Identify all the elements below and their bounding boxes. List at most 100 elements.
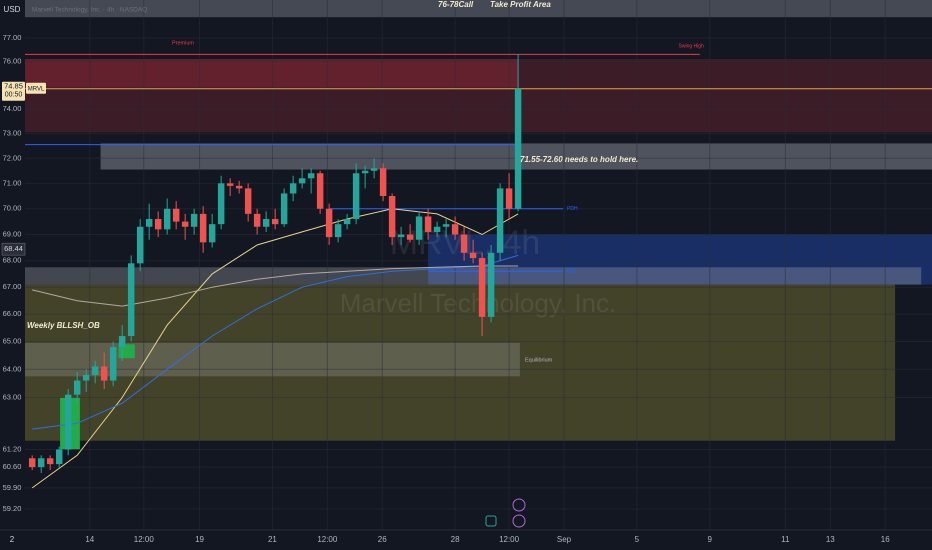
y-tick-label: 67.00 <box>3 282 22 291</box>
candle-body <box>199 213 207 243</box>
candle-body <box>280 193 288 225</box>
candle-body <box>37 458 45 468</box>
candle-body <box>370 168 378 171</box>
candle-body <box>136 226 144 264</box>
candles <box>28 54 522 474</box>
x-tick-label: 19 <box>195 535 204 544</box>
x-tick-label: 16 <box>881 535 890 544</box>
candle-body <box>253 213 261 227</box>
time-axis <box>0 530 932 550</box>
candle-body <box>262 219 270 227</box>
y-tick-label: 76.00 <box>3 56 22 65</box>
x-tick-label: 21 <box>268 535 277 544</box>
icon <box>485 515 497 527</box>
candle-body <box>28 458 36 468</box>
last-price-box <box>2 81 25 101</box>
candle-body <box>190 213 198 227</box>
candle-body <box>208 224 216 243</box>
annotation: 76-78Call <box>438 0 474 9</box>
y-tick-label: 59.90 <box>3 483 22 492</box>
y-tick-label: 65.00 <box>3 337 22 346</box>
x-tick-label: 11 <box>781 535 790 544</box>
candle-body <box>109 347 117 381</box>
candle-body <box>514 88 522 209</box>
x-tick-label: 28 <box>451 535 460 544</box>
candle-body <box>181 221 189 227</box>
x-axis: 14 12:00 19 21 12:00 26 28 12:00 Sep 5 9 11 13 16 <box>85 535 890 544</box>
candle-body <box>118 336 126 348</box>
candle-body <box>298 178 306 184</box>
y-tick-label: 63.00 <box>3 393 22 402</box>
y-tick-label: 70.00 <box>3 204 22 213</box>
candle-body <box>325 208 333 238</box>
candle-body <box>316 173 324 209</box>
zone <box>25 0 932 18</box>
annotation: Marvell Technology, Inc. · 4h · NASDAQ <box>32 7 147 14</box>
x-tick-label: 14 <box>85 535 94 544</box>
marker-price: 68.44 <box>4 244 23 253</box>
moving-averages <box>31 208 519 489</box>
candle-body <box>361 170 369 174</box>
zone <box>25 267 922 285</box>
candle-body <box>415 216 423 240</box>
annotation: Take Profit Area <box>490 0 551 9</box>
y-tick-label: 71.00 <box>3 178 22 187</box>
y-tick-label: 72.00 <box>3 153 22 162</box>
x-tick-label: 5 <box>635 535 640 544</box>
candle-body <box>82 374 90 381</box>
candle-body <box>271 219 279 225</box>
zone <box>25 284 896 441</box>
candle-body <box>388 196 396 238</box>
candle-body <box>172 208 180 222</box>
icons <box>485 498 526 528</box>
countdown: 00:50 <box>5 92 23 99</box>
annotation: 71.55-72.60 needs to hold here. <box>520 155 638 164</box>
candle-body <box>55 449 63 465</box>
marker-price-box <box>1 242 26 256</box>
candle-body <box>334 224 342 238</box>
x-tick-label: 12:00 <box>317 535 338 544</box>
x-tick-label: 9 <box>708 535 713 544</box>
annotations: Marvell Technology, Inc. · 4h · NASDAQ 76… <box>26 0 638 363</box>
candle-body <box>397 234 405 238</box>
level-label: Swing High <box>679 44 705 50</box>
candle-body <box>244 188 252 214</box>
zone <box>25 59 932 133</box>
zone <box>25 59 519 88</box>
y-tick-label: 74.00 <box>3 104 22 113</box>
candle-body <box>505 188 513 209</box>
candle-body <box>487 252 495 317</box>
candle-body <box>424 216 432 232</box>
annotation: Weekly BLLSH_OB <box>27 321 100 330</box>
x-tick-label: 12:00 <box>499 535 520 544</box>
candle-body <box>46 458 54 465</box>
candle-body <box>379 168 387 197</box>
candle-body <box>154 219 162 230</box>
last-price: 74.85 <box>4 82 23 91</box>
candle-body <box>235 185 243 189</box>
candle-body <box>442 224 450 227</box>
candle-body <box>460 234 468 253</box>
y-tick-label: 69.00 <box>3 230 22 239</box>
x-tick-label: 13 <box>826 535 835 544</box>
candle-body <box>478 258 486 317</box>
annotation: Equilibrium <box>525 357 553 363</box>
candle-body <box>217 183 225 225</box>
candle-body <box>73 380 81 395</box>
y-tick-label: 77.00 <box>3 33 22 42</box>
moving-average <box>32 254 519 430</box>
level-label: PDL <box>567 269 577 275</box>
candle-body <box>163 208 171 230</box>
y-tick-label: 59.20 <box>3 504 22 513</box>
moving-average <box>32 265 519 307</box>
x-tick-label: 12:00 <box>134 535 155 544</box>
candle-body <box>496 188 504 253</box>
icon <box>512 498 526 512</box>
y-tick-label: 68.00 <box>3 256 22 265</box>
y-tick-label: 61.20 <box>3 444 22 453</box>
zone <box>428 234 932 285</box>
candle-body <box>469 252 477 259</box>
levels: Swing High PDH PDL <box>25 44 932 275</box>
